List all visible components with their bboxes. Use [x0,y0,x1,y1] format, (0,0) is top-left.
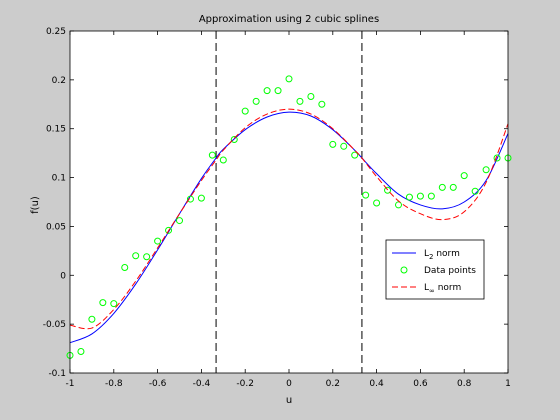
y-tick-label: -0.05 [43,320,66,330]
legend-box [385,239,485,300]
data-point [460,172,468,180]
data-point [307,92,315,100]
chart-title: Approximation using 2 cubic splines [199,14,379,25]
y-tick-label: 0.25 [46,27,66,37]
x-tick-label: -0.8 [105,379,123,389]
data-point [77,348,85,356]
plot-area [70,31,508,373]
data-point [416,192,424,200]
x-tick-label: -0.2 [236,379,254,389]
data-point [285,75,293,83]
data-point [121,263,129,271]
series-line-linf [69,108,509,330]
x-tick-label: 0 [286,379,292,389]
data-point [373,199,381,207]
x-axis-label: u [286,395,292,406]
legend-entry-linf: L∞ norm [424,283,461,295]
data-point [274,87,282,95]
knot-lines [215,31,363,373]
data-point [132,252,140,260]
data-point [384,186,392,194]
data-point [230,135,238,143]
x-axis: -1 -0.8 -0.6 -0.4 -0.2 0 0.2 0.4 0.6 0.8 1 [66,31,511,389]
x-tick-label: 0.8 [457,379,472,389]
series-line-l2 [69,111,509,344]
data-point [208,151,216,159]
x-tick-label: -1 [66,379,75,389]
data-point [340,142,348,150]
x-tick-label: 0.6 [413,379,428,389]
data-point [471,187,479,195]
data-point [449,183,457,191]
data-point [493,154,501,162]
legend-entry-l2: L2 norm [424,249,460,261]
y-tick-label: 0.05 [46,222,66,232]
data-point [351,151,359,159]
data-point [263,87,271,95]
x-tick-label: -0.4 [193,379,211,389]
data-point [110,300,118,308]
data-point [88,315,96,323]
data-point [165,226,173,234]
legend: L2 norm Data points L∞ norm [385,239,485,300]
data-point [438,183,446,191]
y-tick-label: -0.1 [48,369,66,379]
data-point [362,191,370,199]
x-tick-label: 0.2 [326,379,340,389]
y-axis: -0.1 -0.05 0 0.05 0.1 0.15 0.2 0.25 [43,27,508,379]
x-tick-label: 0.4 [369,379,384,389]
data-point [395,201,402,209]
data-point [329,140,337,148]
data-point [197,194,205,202]
series-layer [66,75,512,359]
data-point [405,193,413,201]
legend-swatch-data [400,266,408,274]
data-point [154,237,162,245]
legend-entry-data: Data points [424,266,476,276]
data-point [318,100,326,108]
data-point [252,97,260,105]
x-tick-label: 1 [505,379,511,389]
data-point [482,166,490,174]
y-tick-label: 0.2 [52,76,66,86]
data-point [186,195,194,203]
y-tick-label: 0.1 [52,174,66,184]
data-point [143,253,151,261]
data-point [296,97,304,105]
x-tick-label: -0.6 [149,379,167,389]
data-point [219,156,227,164]
y-tick-label: 0.15 [46,125,66,135]
data-point [176,217,183,225]
y-axis-label: f(u) [30,196,41,214]
data-point [241,107,249,115]
data-point [427,192,435,200]
data-point [99,299,107,307]
y-tick-label: 0 [60,271,66,281]
